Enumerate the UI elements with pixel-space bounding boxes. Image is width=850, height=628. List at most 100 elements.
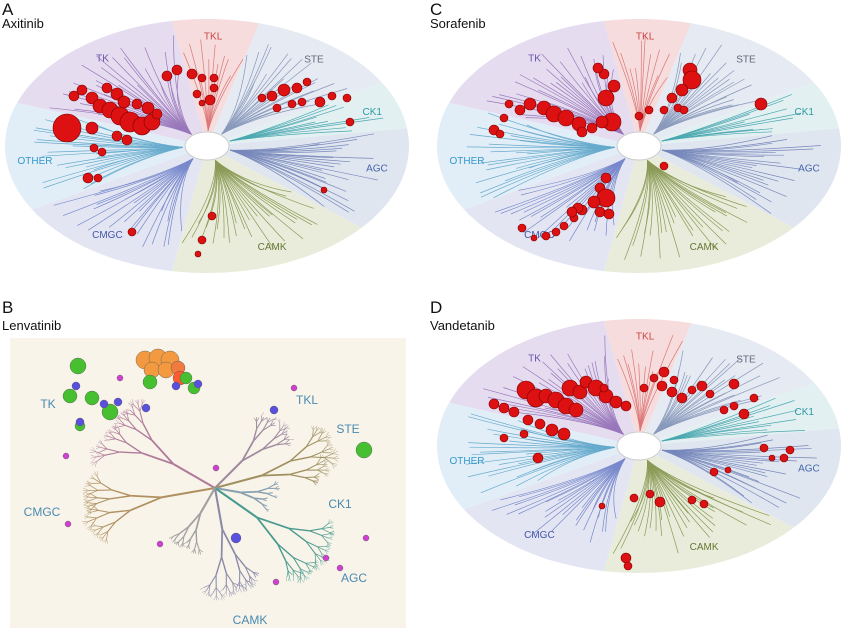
kinase-hit-circle [639,383,649,393]
kinase-hit-circle [687,385,697,395]
kinase-hit-circle [679,105,689,115]
kinase-hit-circle [131,98,143,110]
kinase-hit-circle [89,143,99,153]
kinase-hit-circle [76,84,88,96]
kinase-hit-circle [93,173,103,183]
branch-other [169,487,216,555]
branches-other [465,413,615,494]
kinase-hit-circle [594,206,606,218]
kinase-hit-circle [759,443,769,453]
kinase-hit-circle [519,429,529,439]
group-label-camk: CAMK [233,613,268,627]
kinase-hit-sphere [179,371,193,385]
branches-ste [653,350,780,435]
kinase-hit-circle [508,406,520,418]
branch-tkl [214,411,295,489]
kinase-hit-circle [645,489,655,499]
branches-camk [612,460,771,554]
kinase-hit-circle [110,87,124,101]
branches-camk [181,160,318,249]
kinase-hit-circle [68,90,80,102]
kinase-hit-circle [302,77,312,87]
kinase-hit-sphere [64,520,72,528]
kinase-hit-circle [603,208,615,220]
kinase-hit-circle [52,113,82,143]
drug-name: Vandetanib [430,318,495,333]
group-label-tk: TK [96,53,109,64]
group-label-tkl: TKL [636,31,655,42]
panel-letter: B [2,298,14,317]
kinase-hit-circle [656,380,668,392]
kinase-hit-sphere [69,357,87,375]
kinase-hit-circle [609,395,623,409]
sector-tkl [171,19,260,146]
kinase-hit-circle [687,495,697,505]
kinase-hit-sphere [62,388,78,404]
kinase-hit-circle [192,89,202,99]
kinase-hit-sphere [272,578,280,586]
group-label-cmgc: CMGC [524,530,555,541]
kinase-hit-circle [724,466,732,474]
sector-ck1 [639,82,839,146]
kinase-hit-circle [572,384,588,400]
kinase-hit-circle [738,408,750,420]
panel-letter: A [2,0,14,19]
kinase-hit-circle [598,502,606,510]
kinase-hit-circle [97,147,107,157]
kinase-hit-circle [488,398,500,410]
kinase-hit-sphere [269,405,279,415]
kinase-hit-circle [287,99,297,109]
group-label-tk: TK [40,397,55,411]
branches-cmgc [53,158,194,247]
kinase-hit-circle [729,401,739,411]
kinase-hit-sphere [142,374,158,390]
group-label-ck1: CK1 [362,107,382,118]
group-label-ste: STE [736,355,756,366]
panel-letter: C [430,0,443,19]
group-label-ste: STE [304,55,324,66]
sector-ck1 [207,82,407,146]
kinase-hit-circle [607,79,621,93]
kinase-hit-circle [314,96,326,108]
kinase-hit-circle [345,117,355,127]
branches-agc [662,135,821,214]
kinase-hit-circle [705,389,715,399]
kinome-tree-lenvatinib: TK TKL STE CMGC CK1 AGC CAMK [10,338,406,628]
kinase-hit-sphere [230,532,242,544]
kinase-hit-sphere [113,397,123,407]
kinase-hit-circle [522,414,534,426]
kinase-hit-sphere [84,390,100,406]
kinase-hit-circle [117,95,131,109]
group-label-tk: TK [528,353,541,364]
kinase-hit-sphere [62,452,70,460]
kinase-hit-circle [595,115,609,129]
kinase-hit-circle [649,373,659,383]
group-label-ck1: CK1 [794,107,814,118]
kinase-hit-circle [785,445,795,455]
kinase-hit-sphere [290,384,298,392]
kinase-hit-circle [186,68,198,80]
tree-center [616,431,662,461]
kinase-hit-circle [599,383,609,393]
kinase-hit-circle [121,134,133,146]
kinase-hit-sphere [336,564,344,572]
kinase-hit-circle [559,221,569,231]
kinase-hit-circle [171,64,183,76]
branch-ck1 [214,480,280,513]
kinase-hit-circle [654,496,666,508]
branches-agc [662,434,817,508]
kinase-hit-circle [676,392,688,404]
kinase-hit-sphere [362,534,370,542]
group-label-agc: AGC [798,163,820,174]
kinase-hit-circle [277,83,291,97]
kinase-hit-circle [499,113,509,123]
kinase-hit-circle [495,129,505,139]
kinome-tree-vandetanib: TKL STE CK1 AGC CAMK CMGC OTHER TK [437,319,841,573]
kinase-hit-circle [597,89,615,107]
sector-tkl [603,19,692,146]
kinase-hit-circle [557,427,571,441]
group-label-ck1: CK1 [794,407,814,418]
kinase-hit-circle [207,211,217,221]
tree-center [616,131,662,161]
kinase-hit-circle [779,453,789,463]
